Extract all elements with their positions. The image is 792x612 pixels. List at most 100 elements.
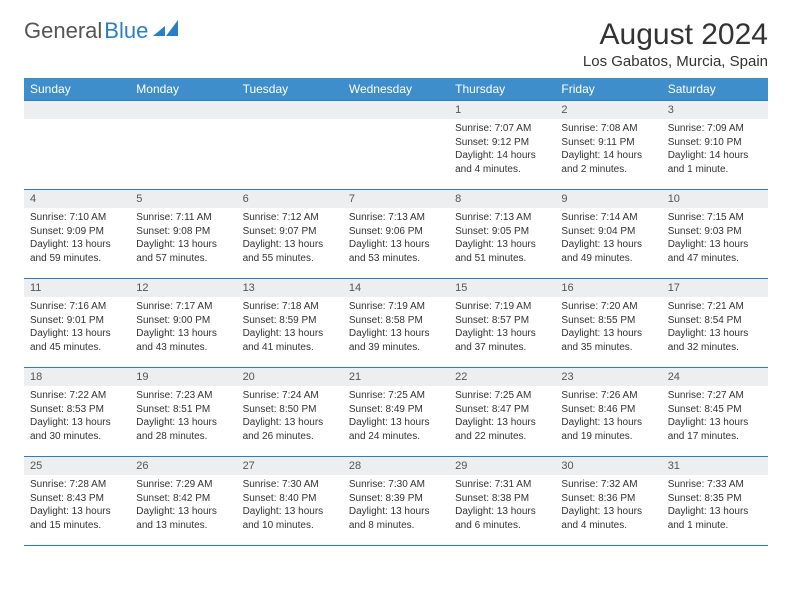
- sunset-text: Sunset: 8:53 PM: [30, 403, 124, 417]
- day-number: 20: [237, 368, 343, 386]
- sunset-text: Sunset: 9:06 PM: [349, 225, 443, 239]
- sunset-text: Sunset: 8:59 PM: [243, 314, 337, 328]
- day-cell: 31Sunrise: 7:33 AMSunset: 8:35 PMDayligh…: [662, 457, 768, 546]
- sunset-text: Sunset: 8:45 PM: [668, 403, 762, 417]
- day-body: Sunrise: 7:25 AMSunset: 8:47 PMDaylight:…: [449, 386, 555, 443]
- day-number: 4: [24, 190, 130, 208]
- sunrise-text: Sunrise: 7:13 AM: [455, 211, 549, 225]
- day-cell: 24Sunrise: 7:27 AMSunset: 8:45 PMDayligh…: [662, 368, 768, 457]
- sunset-text: Sunset: 8:38 PM: [455, 492, 549, 506]
- day-body: Sunrise: 7:07 AMSunset: 9:12 PMDaylight:…: [449, 119, 555, 176]
- daylight-text: Daylight: 13 hours and 30 minutes.: [30, 416, 124, 443]
- day-body: Sunrise: 7:27 AMSunset: 8:45 PMDaylight:…: [662, 386, 768, 443]
- day-cell: 13Sunrise: 7:18 AMSunset: 8:59 PMDayligh…: [237, 279, 343, 368]
- location-label: Los Gabatos, Murcia, Spain: [583, 53, 768, 70]
- day-cell: 30Sunrise: 7:32 AMSunset: 8:36 PMDayligh…: [555, 457, 661, 546]
- sunset-text: Sunset: 9:05 PM: [455, 225, 549, 239]
- day-number: 27: [237, 457, 343, 475]
- daylight-text: Daylight: 13 hours and 37 minutes.: [455, 327, 549, 354]
- sunrise-text: Sunrise: 7:32 AM: [561, 478, 655, 492]
- sunset-text: Sunset: 9:04 PM: [561, 225, 655, 239]
- day-cell: 9Sunrise: 7:14 AMSunset: 9:04 PMDaylight…: [555, 190, 661, 279]
- day-cell: 17Sunrise: 7:21 AMSunset: 8:54 PMDayligh…: [662, 279, 768, 368]
- day-cell: 2Sunrise: 7:08 AMSunset: 9:11 PMDaylight…: [555, 101, 661, 190]
- day-cell: 22Sunrise: 7:25 AMSunset: 8:47 PMDayligh…: [449, 368, 555, 457]
- dow-wed: Wednesday: [343, 78, 449, 101]
- daylight-text: Daylight: 13 hours and 57 minutes.: [136, 238, 230, 265]
- day-number: 12: [130, 279, 236, 297]
- day-body: Sunrise: 7:30 AMSunset: 8:39 PMDaylight:…: [343, 475, 449, 532]
- day-number: 19: [130, 368, 236, 386]
- day-number: 25: [24, 457, 130, 475]
- calendar-page: GeneralBlue August 2024 Los Gabatos, Mur…: [0, 0, 792, 564]
- day-body: Sunrise: 7:13 AMSunset: 9:05 PMDaylight:…: [449, 208, 555, 265]
- sunrise-text: Sunrise: 7:18 AM: [243, 300, 337, 314]
- daylight-text: Daylight: 13 hours and 45 minutes.: [30, 327, 124, 354]
- week-row: 1Sunrise: 7:07 AMSunset: 9:12 PMDaylight…: [24, 101, 768, 190]
- sunset-text: Sunset: 8:43 PM: [30, 492, 124, 506]
- day-number: 23: [555, 368, 661, 386]
- day-body: Sunrise: 7:17 AMSunset: 9:00 PMDaylight:…: [130, 297, 236, 354]
- sunrise-text: Sunrise: 7:10 AM: [30, 211, 124, 225]
- sunset-text: Sunset: 8:40 PM: [243, 492, 337, 506]
- day-cell: 25Sunrise: 7:28 AMSunset: 8:43 PMDayligh…: [24, 457, 130, 546]
- day-cell: [24, 101, 130, 190]
- day-cell: 11Sunrise: 7:16 AMSunset: 9:01 PMDayligh…: [24, 279, 130, 368]
- daylight-text: Daylight: 13 hours and 43 minutes.: [136, 327, 230, 354]
- day-body: Sunrise: 7:12 AMSunset: 9:07 PMDaylight:…: [237, 208, 343, 265]
- day-body: Sunrise: 7:21 AMSunset: 8:54 PMDaylight:…: [662, 297, 768, 354]
- sunrise-text: Sunrise: 7:21 AM: [668, 300, 762, 314]
- sunset-text: Sunset: 8:55 PM: [561, 314, 655, 328]
- sunset-text: Sunset: 8:36 PM: [561, 492, 655, 506]
- day-body: Sunrise: 7:33 AMSunset: 8:35 PMDaylight:…: [662, 475, 768, 532]
- header-row: GeneralBlue August 2024 Los Gabatos, Mur…: [24, 18, 768, 70]
- dow-row: Sunday Monday Tuesday Wednesday Thursday…: [24, 78, 768, 101]
- day-body: Sunrise: 7:14 AMSunset: 9:04 PMDaylight:…: [555, 208, 661, 265]
- sunset-text: Sunset: 9:11 PM: [561, 136, 655, 150]
- day-cell: 7Sunrise: 7:13 AMSunset: 9:06 PMDaylight…: [343, 190, 449, 279]
- sunrise-text: Sunrise: 7:16 AM: [30, 300, 124, 314]
- day-body: Sunrise: 7:20 AMSunset: 8:55 PMDaylight:…: [555, 297, 661, 354]
- sunrise-text: Sunrise: 7:24 AM: [243, 389, 337, 403]
- sunrise-text: Sunrise: 7:14 AM: [561, 211, 655, 225]
- sunrise-text: Sunrise: 7:13 AM: [349, 211, 443, 225]
- sunrise-text: Sunrise: 7:17 AM: [136, 300, 230, 314]
- day-number: 10: [662, 190, 768, 208]
- daylight-text: Daylight: 13 hours and 59 minutes.: [30, 238, 124, 265]
- sunrise-text: Sunrise: 7:12 AM: [243, 211, 337, 225]
- sunrise-text: Sunrise: 7:30 AM: [243, 478, 337, 492]
- sunrise-text: Sunrise: 7:19 AM: [349, 300, 443, 314]
- sunset-text: Sunset: 9:01 PM: [30, 314, 124, 328]
- sunset-text: Sunset: 9:07 PM: [243, 225, 337, 239]
- day-number: 14: [343, 279, 449, 297]
- day-number: 29: [449, 457, 555, 475]
- daylight-text: Daylight: 13 hours and 10 minutes.: [243, 505, 337, 532]
- day-number: [343, 101, 449, 119]
- day-cell: 4 Sunrise: 7:10 AMSunset: 9:09 PMDaylight…: [24, 190, 130, 279]
- day-number: [237, 101, 343, 119]
- sunrise-text: Sunrise: 7:23 AM: [136, 389, 230, 403]
- day-cell: 14Sunrise: 7:19 AMSunset: 8:58 PMDayligh…: [343, 279, 449, 368]
- day-body: Sunrise: 7:19 AMSunset: 8:57 PMDaylight:…: [449, 297, 555, 354]
- daylight-text: Daylight: 13 hours and 26 minutes.: [243, 416, 337, 443]
- sunset-text: Sunset: 9:09 PM: [30, 225, 124, 239]
- day-cell: 28Sunrise: 7:30 AMSunset: 8:39 PMDayligh…: [343, 457, 449, 546]
- sunset-text: Sunset: 9:10 PM: [668, 136, 762, 150]
- daylight-text: Daylight: 13 hours and 51 minutes.: [455, 238, 549, 265]
- day-cell: 1Sunrise: 7:07 AMSunset: 9:12 PMDaylight…: [449, 101, 555, 190]
- daylight-text: Daylight: 13 hours and 1 minute.: [668, 505, 762, 532]
- day-number: 3: [662, 101, 768, 119]
- sunset-text: Sunset: 8:51 PM: [136, 403, 230, 417]
- day-cell: 5Sunrise: 7:11 AMSunset: 9:08 PMDaylight…: [130, 190, 236, 279]
- daylight-text: Daylight: 13 hours and 24 minutes.: [349, 416, 443, 443]
- day-body: Sunrise: 7:08 AMSunset: 9:11 PMDaylight:…: [555, 119, 661, 176]
- sunset-text: Sunset: 9:03 PM: [668, 225, 762, 239]
- daylight-text: Daylight: 13 hours and 22 minutes.: [455, 416, 549, 443]
- week-row: 18Sunrise: 7:22 AMSunset: 8:53 PMDayligh…: [24, 368, 768, 457]
- sunset-text: Sunset: 8:46 PM: [561, 403, 655, 417]
- day-body: Sunrise: 7:26 AMSunset: 8:46 PMDaylight:…: [555, 386, 661, 443]
- brand-part2: Blue: [104, 18, 148, 44]
- day-cell: [237, 101, 343, 190]
- day-body: Sunrise: 7:23 AMSunset: 8:51 PMDaylight:…: [130, 386, 236, 443]
- day-number: 22: [449, 368, 555, 386]
